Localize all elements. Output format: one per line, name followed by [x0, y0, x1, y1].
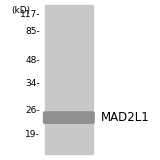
Text: (kD): (kD) — [11, 6, 30, 15]
FancyBboxPatch shape — [44, 112, 94, 123]
Text: 26-: 26- — [25, 106, 40, 115]
Text: 85-: 85- — [25, 28, 40, 36]
Text: 34-: 34- — [25, 79, 40, 88]
Text: 48-: 48- — [25, 56, 40, 65]
Bar — [45, 5, 93, 154]
Text: MAD2L1: MAD2L1 — [101, 111, 150, 124]
Text: 19-: 19- — [25, 130, 40, 139]
Text: 117-: 117- — [20, 10, 40, 19]
